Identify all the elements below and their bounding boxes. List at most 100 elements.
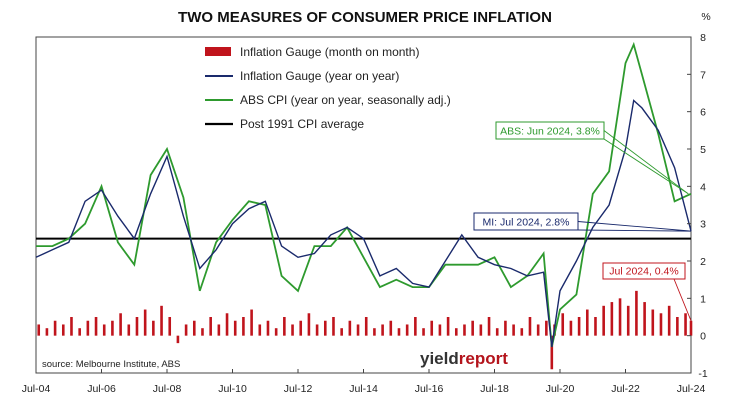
- y-tick-label: 3: [700, 219, 706, 231]
- y-tick-label: 4: [700, 181, 706, 193]
- bar-mark: [348, 320, 352, 336]
- bar-mark: [550, 335, 554, 370]
- bar-mark: [242, 317, 245, 336]
- bar-mark: [651, 309, 655, 336]
- x-tick-label: Jul-10: [218, 383, 247, 395]
- bar-mark: [438, 324, 442, 336]
- bar-mark: [561, 313, 565, 336]
- x-tick-label: Jul-18: [480, 383, 509, 395]
- annotation-leader: [577, 221, 692, 232]
- bar-mark: [143, 309, 147, 336]
- bar-mark: [135, 317, 139, 336]
- bar-mark: [414, 317, 417, 336]
- bar-mark: [659, 313, 663, 336]
- bar-mark: [454, 328, 458, 336]
- bar-mark: [86, 320, 90, 336]
- bar-mark: [160, 305, 163, 336]
- annotations: ABS: Jun 2024, 3.8% MI: Jul 2024, 2.8% Jul…: [473, 121, 692, 321]
- bar-mark: [381, 324, 384, 336]
- bar-mark: [70, 317, 73, 336]
- bar-mark: [610, 302, 614, 336]
- y-tick-label: 2: [700, 256, 706, 268]
- legend: Inflation Gauge (month on month) Inflatio…: [205, 45, 451, 131]
- bar-mark: [45, 328, 49, 336]
- line-series-abs-cpi: [36, 41, 692, 348]
- bar-mark: [111, 320, 114, 336]
- bar-mark: [201, 328, 204, 336]
- bar-mark: [315, 324, 319, 336]
- bar-mark: [684, 313, 687, 336]
- legend-label: Inflation Gauge (month on month): [240, 45, 419, 59]
- bar-mark: [626, 305, 630, 336]
- bar-mark: [594, 317, 597, 336]
- bar-mark: [585, 309, 589, 336]
- bar-mark: [373, 328, 376, 336]
- bar-mark: [364, 317, 368, 336]
- bar-mark: [184, 324, 188, 336]
- bar-mark: [291, 324, 294, 336]
- y-axis-ticks: -1 0 1 2 3 4 5 6 7 8: [687, 32, 708, 380]
- bar-mark: [545, 320, 548, 336]
- logo-text-yield: yield: [420, 349, 459, 368]
- bar-mark: [340, 328, 343, 336]
- x-tick-label: Jul-16: [415, 383, 444, 395]
- bar-mark: [307, 313, 311, 336]
- annotation-label: ABS: Jun 2024, 3.8%: [500, 126, 600, 138]
- bar-mark: [266, 320, 270, 336]
- bar-mark: [536, 324, 540, 336]
- x-tick-label: Jul-22: [611, 383, 640, 395]
- bar-mark: [520, 328, 524, 336]
- logo-text-report: report: [459, 349, 508, 368]
- x-tick-label: Jul-14: [349, 383, 378, 395]
- bar-mark: [495, 328, 499, 336]
- y-tick-label: 5: [700, 144, 706, 156]
- bar-mark: [512, 324, 515, 336]
- bar-mark: [283, 317, 286, 336]
- bar-mark: [102, 324, 106, 336]
- annotation-label: MI: Jul 2024, 2.8%: [483, 217, 570, 229]
- bar-mark: [577, 317, 581, 336]
- bar-mark: [389, 320, 393, 336]
- y-tick-label: 0: [700, 331, 706, 343]
- bar-mark: [643, 302, 646, 336]
- bar-mark: [168, 317, 172, 336]
- bar-mark: [274, 328, 278, 336]
- chart-title: TWO MEASURES OF CONSUMER PRICE INFLATION: [178, 9, 552, 26]
- y-tick-label: 1: [700, 293, 706, 305]
- bar-mark: [463, 324, 466, 336]
- bar-mark: [635, 290, 638, 336]
- y-tick-label: -1: [698, 368, 707, 380]
- legend-swatch: [205, 47, 231, 56]
- bar-mark: [78, 328, 81, 336]
- x-tick-label: Jul-12: [284, 383, 313, 395]
- bar-mark: [94, 317, 98, 336]
- bar-mark: [152, 320, 155, 336]
- legend-label: Inflation Gauge (year on year): [240, 69, 399, 83]
- bar-mark: [176, 335, 180, 344]
- line-series-inflation-gauge-yoy: [35, 99, 692, 348]
- bar-mark: [405, 324, 409, 336]
- legend-label: Post 1991 CPI average: [240, 117, 364, 131]
- annotation-box: [495, 121, 605, 140]
- bar-mark: [479, 324, 483, 336]
- svg-text:yieldreport: yieldreport: [420, 349, 508, 368]
- annotation-box: [473, 212, 579, 231]
- legend-label: ABS CPI (year on year, seasonally adj.): [240, 93, 451, 107]
- x-tick-label: Jul-08: [153, 383, 182, 395]
- y-tick-label: 8: [700, 32, 706, 44]
- bar-mark: [430, 320, 434, 336]
- annotation-box: [602, 262, 686, 280]
- bar-mark: [446, 317, 450, 336]
- bar-mark: [61, 324, 65, 336]
- bar-series-mom: [37, 290, 693, 370]
- bar-mark: [471, 320, 474, 336]
- annotation-label: Jul 2024, 0.4%: [609, 266, 678, 278]
- bar-mark: [258, 324, 262, 336]
- bar-mark: [397, 328, 401, 336]
- x-tick-label: Jul-04: [22, 383, 51, 395]
- bar-mark: [119, 313, 122, 336]
- bar-mark: [332, 317, 335, 336]
- bar-mark: [602, 305, 605, 336]
- y-tick-label: 6: [700, 107, 706, 119]
- bar-mark: [209, 317, 212, 336]
